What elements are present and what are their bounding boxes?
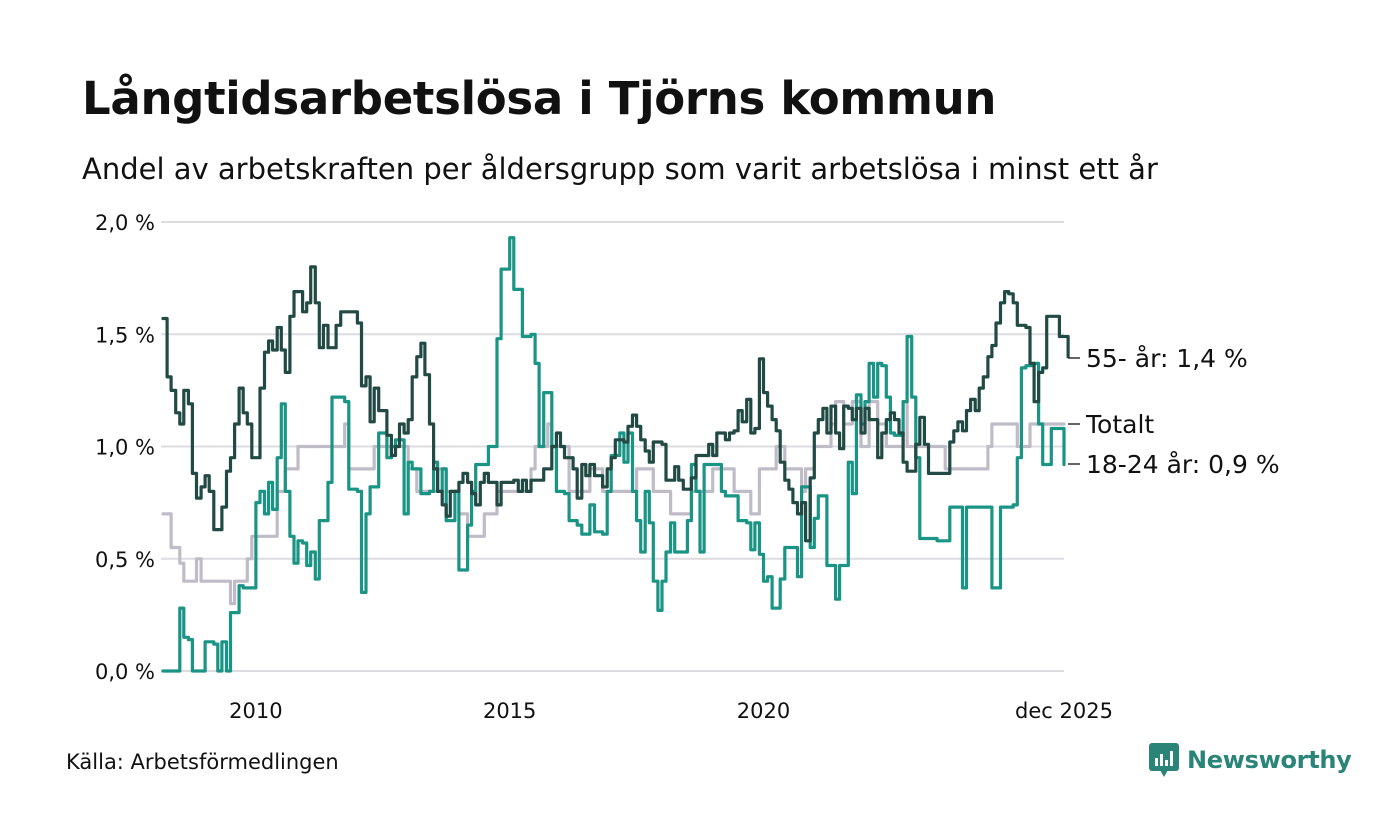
x-tick-label: 2015: [483, 699, 536, 723]
y-tick-label: 2,0 %: [95, 211, 155, 235]
series-label-young: 18-24 år: 0,9 %: [1086, 450, 1280, 479]
source-note: Källa: Arbetsförmedlingen: [66, 750, 339, 774]
y-tick-label: 1,5 %: [95, 323, 155, 347]
series-label-old: 55- år: 1,4 %: [1086, 344, 1248, 373]
series-label-total: Totalt: [1085, 410, 1154, 439]
y-tick-label: 1,0 %: [95, 436, 155, 460]
chart-title: Långtidsarbetslösa i Tjörns kommun: [82, 72, 997, 125]
y-axis-labels: 0,0 % 0,5 % 1,0 % 1,5 % 2,0 %: [95, 211, 155, 684]
series-line-old: [161, 265, 1070, 543]
series-line-total: [161, 400, 1066, 606]
x-axis-labels: 2010 2015 2020 dec 2025: [229, 699, 1113, 723]
brand-name: Newsworthy: [1187, 746, 1352, 774]
y-tick-label: 0,5 %: [95, 548, 155, 572]
x-tick-label: 2020: [737, 699, 790, 723]
x-tick-label: 2010: [229, 699, 282, 723]
series-line-young: [161, 236, 1066, 673]
series-labels: Totalt 18-24 år: 0,9 % 55- år: 1,4 %: [1068, 344, 1280, 479]
newsworthy-icon: [1149, 743, 1179, 777]
chart-subtitle: Andel av arbetskraften per åldersgrupp s…: [82, 152, 1158, 186]
series-lines: [161, 236, 1070, 673]
brand-logo: Newsworthy: [1149, 743, 1352, 777]
y-tick-label: 0,0 %: [95, 660, 155, 684]
x-tick-label: dec 2025: [1015, 699, 1113, 723]
